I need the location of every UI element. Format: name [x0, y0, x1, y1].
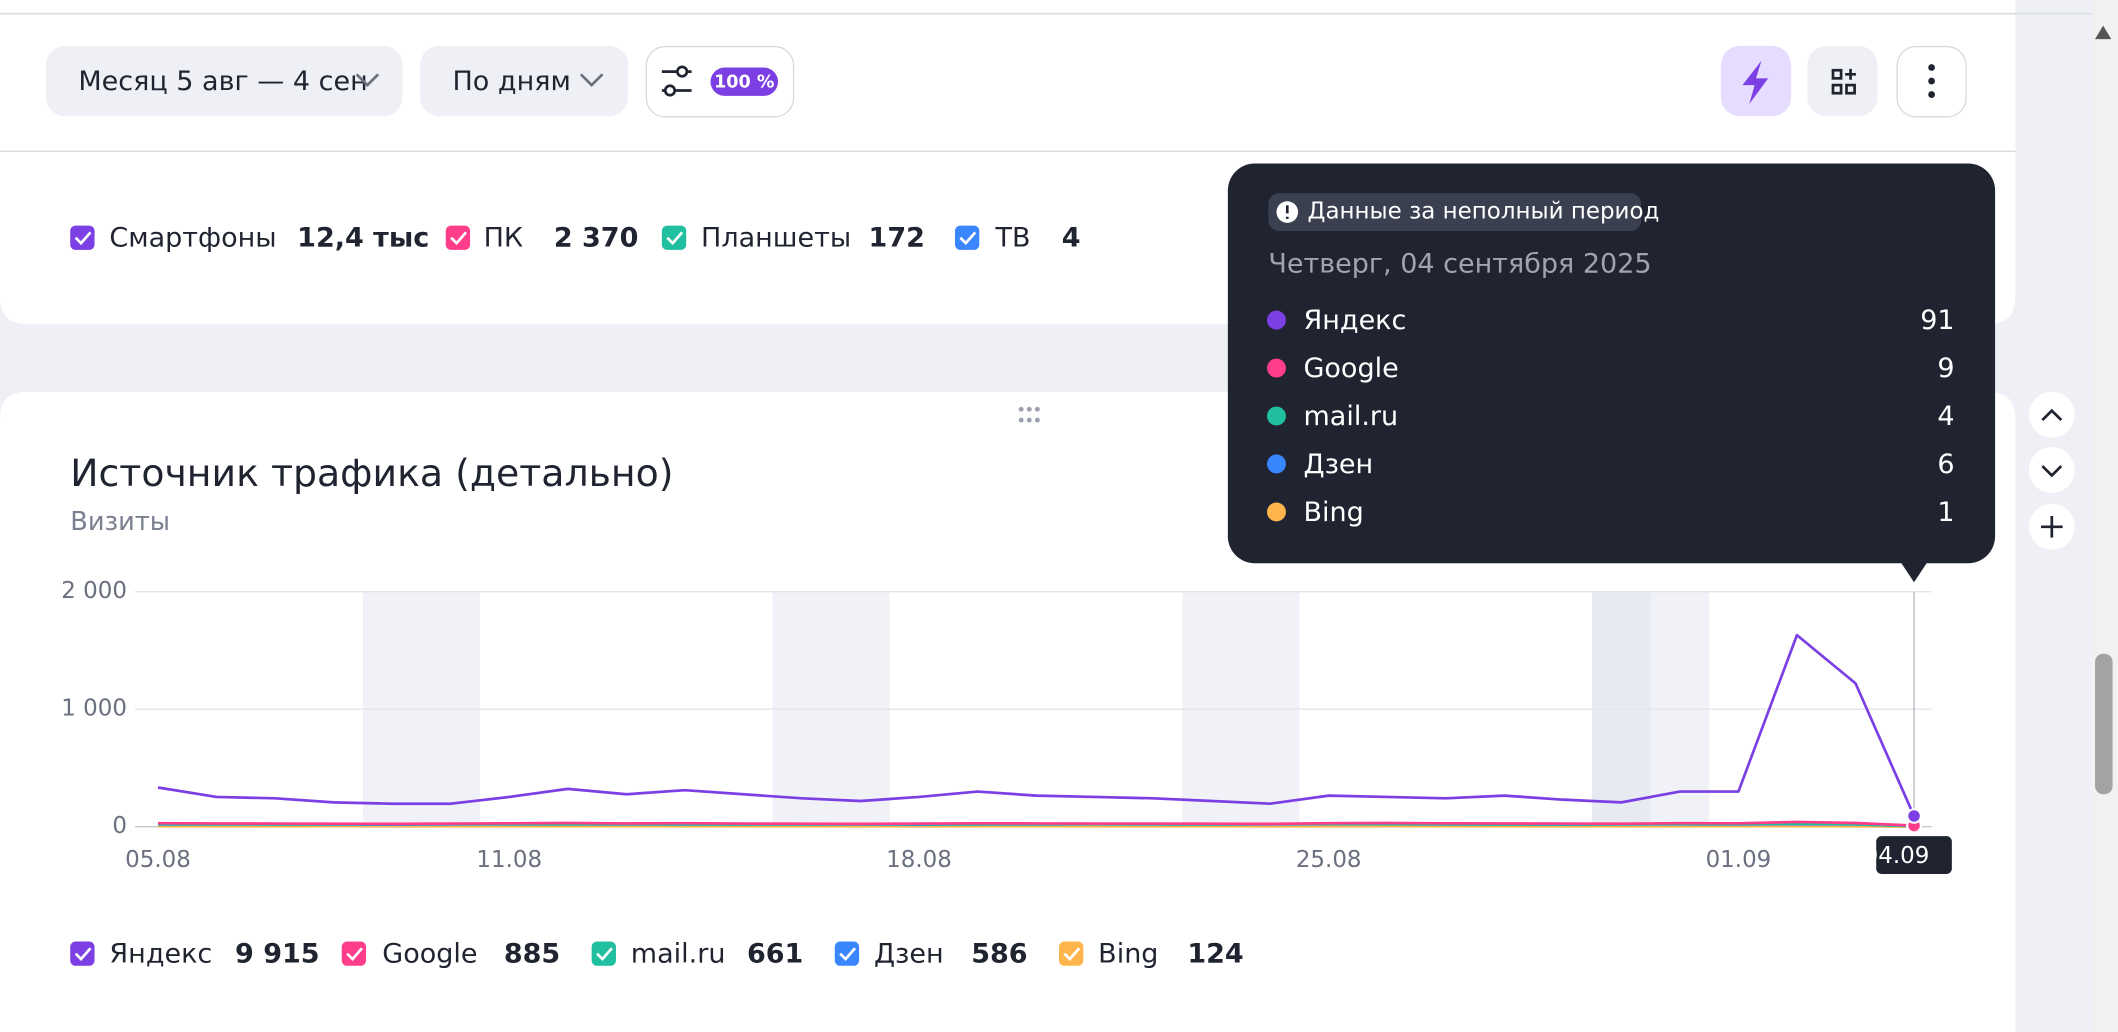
legend-total: 885 [504, 938, 560, 969]
tooltip-badge-text: Данные за неполный период [1308, 199, 1660, 225]
checkbox[interactable] [341, 941, 367, 966]
move-down-button[interactable] [2028, 447, 2075, 494]
x-tick-label: 05.08 [125, 847, 191, 873]
legend-total: 172 [869, 223, 925, 254]
legend-total: 12,4 тыс [297, 223, 429, 254]
legend-name[interactable]: Google [382, 938, 477, 969]
tooltip-value: 6 [1937, 449, 1954, 480]
tooltip-name: mail.ru [1303, 401, 1398, 432]
chevron-icon [355, 73, 380, 88]
tooltip-dot [1267, 358, 1286, 378]
tooltip-pointer [1900, 561, 1928, 583]
series-line [157, 633, 1916, 817]
y-tick-label: 1 000 [61, 696, 127, 722]
plot: 0 1 000 2 000 05.08 11.08 18.08 25.08 01.09 04.0… [61, 578, 1952, 874]
chart-title: Источник трафика (детально) [70, 451, 673, 495]
down-icon [2041, 465, 2063, 478]
tooltip: Данные за неполный период Четверг, 04 сен… [1227, 163, 1996, 583]
x-tick-label: 11.08 [476, 847, 542, 873]
check-icon [450, 231, 468, 246]
tooltip-name: Bing [1303, 497, 1363, 528]
check-icon [346, 947, 364, 962]
legend-name[interactable]: Яндекс [109, 938, 212, 969]
y-tick-label: 0 [112, 813, 127, 839]
tooltip-name: Дзен [1303, 449, 1373, 480]
checkbox[interactable] [445, 225, 471, 250]
y-tick-label: 2 000 [61, 578, 127, 604]
x-tick-label: 04.09 [1864, 843, 1930, 869]
grouping-label: По дням [453, 66, 571, 97]
check-icon [959, 231, 977, 246]
tooltip-dot [1267, 502, 1286, 522]
grouping-button[interactable] [420, 45, 629, 117]
x-tick-label: 01.09 [1706, 847, 1772, 873]
tooltip-name: Google [1303, 353, 1398, 384]
legend-total: 2 370 [554, 223, 639, 254]
legend-total: 4 [1062, 223, 1081, 254]
checkbox[interactable] [834, 941, 860, 966]
legend-name[interactable]: Bing [1098, 938, 1158, 969]
tooltip-name: Яндекс [1303, 305, 1406, 336]
checkbox[interactable] [70, 225, 95, 250]
legend-name: ПК [484, 223, 523, 254]
x-tick-badge [1876, 836, 1952, 874]
legend-name: ТВ [995, 223, 1031, 254]
tooltip-box [1227, 163, 1996, 564]
series-line [158, 820, 1915, 827]
up-icon [2041, 408, 2063, 422]
chart-subtitle: Визиты [70, 507, 170, 537]
tooltip-value: 1 [1937, 497, 1954, 528]
checkbox[interactable] [591, 941, 616, 966]
plus-icon [2041, 516, 2063, 538]
checkbox[interactable] [1059, 941, 1084, 966]
settings-icon [661, 65, 692, 97]
check-icon [839, 947, 857, 962]
tooltip-value: 9 [1937, 353, 1954, 384]
sampling-badge [710, 67, 779, 96]
tooltip-value: 91 [1920, 305, 1954, 336]
side-controls [2028, 391, 2075, 550]
legend-total: 124 [1187, 938, 1243, 969]
tooltip-dot [1267, 406, 1286, 426]
legend-name[interactable]: mail.ru [631, 938, 726, 969]
legend-total: 661 [747, 938, 803, 969]
legend-total: 9 915 [235, 938, 320, 969]
check-icon [666, 231, 684, 246]
checkbox[interactable] [954, 225, 980, 250]
period-button[interactable] [45, 45, 403, 117]
drag-handle[interactable] [1018, 406, 1040, 423]
checkbox[interactable] [661, 225, 687, 250]
sampling-value: 100 % [714, 72, 775, 92]
tooltip-value: 4 [1937, 401, 1954, 432]
top-strip [0, 0, 2016, 14]
checkbox[interactable] [70, 941, 95, 966]
check-icon [1063, 947, 1081, 962]
move-up-button[interactable] [2028, 391, 2075, 438]
x-tick-label: 25.08 [1296, 847, 1362, 873]
check-icon [596, 947, 613, 962]
widgets-button[interactable] [1807, 45, 1878, 117]
chevron-icon [579, 73, 604, 88]
x-tick-label: 18.08 [886, 847, 952, 873]
period-label: Месяц 5 авг — 4 сен [78, 66, 367, 97]
legend-total: 586 [971, 938, 1027, 969]
scroll-thumb[interactable] [2095, 653, 2113, 795]
tooltip-dot [1267, 310, 1286, 330]
tooltip-dot [1267, 454, 1286, 474]
legend-name[interactable]: Дзен [874, 938, 944, 969]
scrollbar[interactable] [2092, 0, 2118, 1032]
tooltip-date: Четверг, 04 сентября 2025 [1268, 248, 1651, 279]
widgets-icon [1831, 68, 1856, 95]
tooltip-badge [1268, 193, 1642, 231]
scroll-up-arrow[interactable] [2095, 25, 2112, 40]
hover-dot [1906, 808, 1922, 824]
check-icon [74, 947, 92, 962]
menu-icon [1928, 64, 1935, 98]
lightning-icon [1742, 60, 1769, 105]
legend-name: Смартфоны [109, 223, 276, 254]
legend-name: Планшеты [701, 223, 851, 254]
check-icon [74, 231, 92, 246]
